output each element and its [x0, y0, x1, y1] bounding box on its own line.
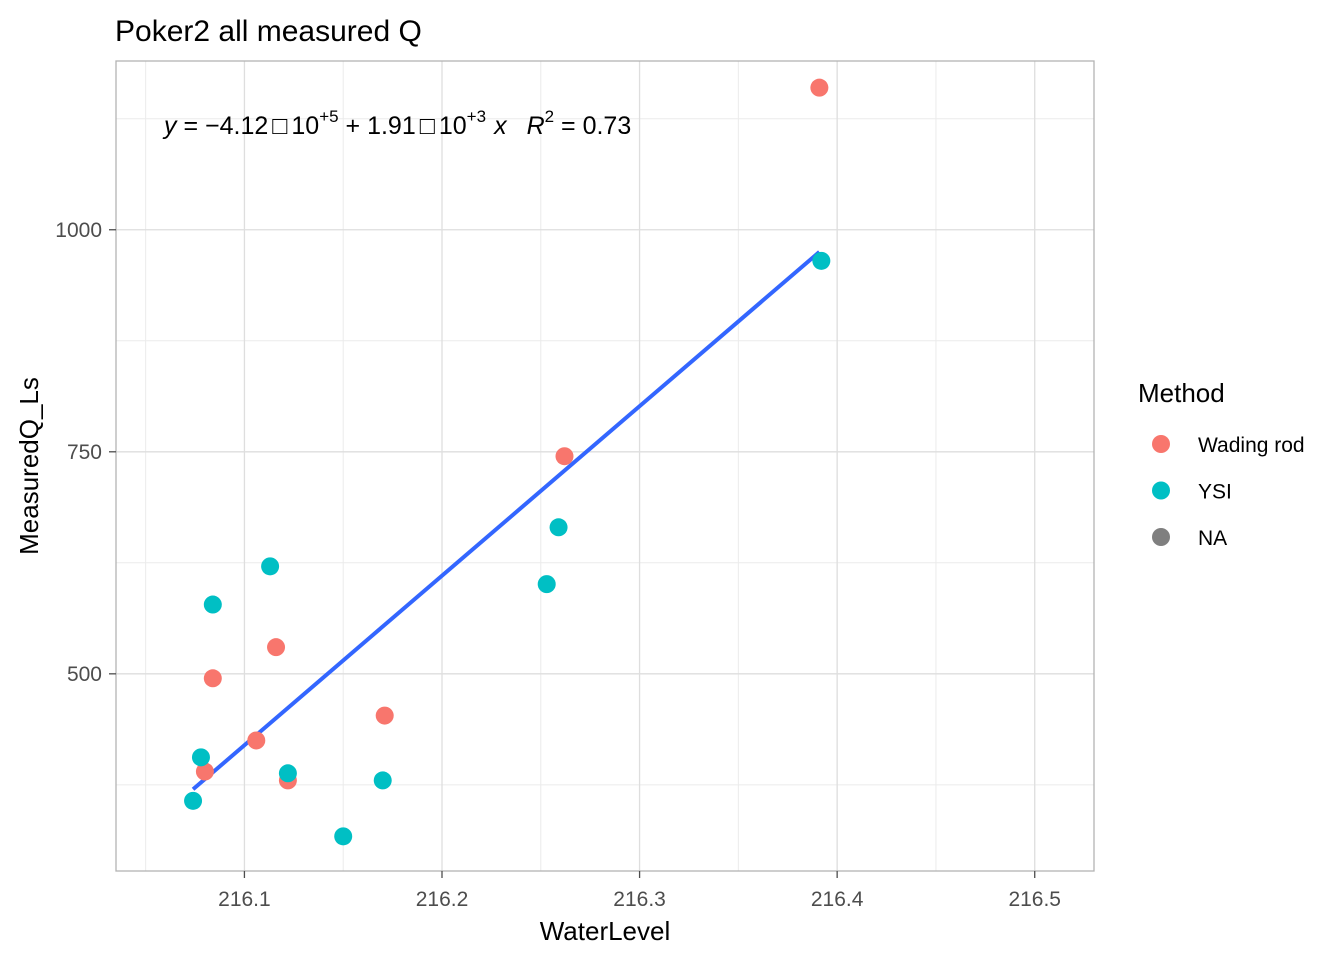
data-point-wading-rod: [810, 78, 829, 97]
data-point-wading-rod: [555, 447, 574, 466]
data-point-ysi: [812, 251, 831, 270]
eq-intercept-exp: +5: [319, 107, 338, 126]
data-point-wading-rod: [267, 638, 286, 657]
axis-ticks: 216.1 216.2 216.3 216.4 216.5 500 750 1000: [55, 219, 1061, 911]
data-point-wading-rod: [203, 669, 222, 688]
chart-title: Poker2 all measured Q: [115, 15, 422, 48]
data-point-ysi: [261, 557, 280, 576]
fit-line-layer: [191, 250, 821, 791]
eq-r-var: R: [527, 112, 545, 140]
data-point-ysi: [184, 791, 203, 810]
legend-label: NA: [1198, 527, 1227, 550]
y-tick-label: 500: [67, 663, 102, 686]
eq-x-var: x: [493, 112, 508, 140]
eq-base-1: 10: [291, 112, 319, 140]
eq-plus: +: [339, 112, 368, 140]
points-layer: [184, 78, 831, 846]
eq-slope-exp: +3: [467, 107, 486, 126]
data-point-ysi: [191, 748, 210, 767]
data-point-ysi: [537, 575, 556, 594]
eq-r-value: = 0.73: [554, 112, 631, 140]
data-point-ysi: [278, 764, 297, 783]
eq-equals: =: [177, 112, 206, 140]
x-axis-title: WaterLevel: [540, 916, 671, 946]
y-tick-label: 750: [67, 441, 102, 464]
regression-line: [191, 250, 821, 791]
legend-key: [1152, 435, 1170, 453]
legend: Method Wading rod YSI NA: [1138, 378, 1305, 550]
y-axis-title: MeasuredQ_Ls: [14, 377, 44, 555]
data-point-wading-rod: [195, 762, 214, 781]
eq-r-exp: 2: [545, 107, 554, 126]
regression-equation: y = −4.12 □ 10+5 + 1.91 □ 10+3 x R2 = 0.73: [162, 107, 631, 140]
eq-times-1: □: [272, 112, 288, 140]
legend-label: Wading rod: [1198, 434, 1305, 457]
legend-title: Method: [1138, 378, 1225, 408]
data-point-wading-rod: [247, 731, 266, 750]
eq-slope: 1.91: [367, 112, 416, 140]
plot-border: [115, 60, 1095, 872]
data-point-ysi: [203, 595, 222, 614]
data-point-ysi: [373, 771, 392, 790]
x-tick-label: 216.1: [218, 888, 271, 911]
legend-label: YSI: [1198, 481, 1232, 504]
legend-items: Wading rod YSI NA: [1152, 434, 1305, 550]
eq-y-var: y: [162, 112, 178, 140]
x-tick-label: 216.3: [613, 888, 666, 911]
data-point-ysi: [334, 827, 353, 846]
legend-key: [1152, 481, 1170, 500]
data-point-wading-rod: [375, 706, 394, 725]
x-tick-label: 216.4: [811, 888, 864, 911]
eq-base-2: 10: [439, 112, 467, 140]
data-point-ysi: [549, 518, 568, 537]
plot-panel: [116, 61, 1094, 871]
x-tick-label: 216.5: [1008, 888, 1061, 911]
y-tick-label: 1000: [55, 219, 102, 242]
eq-times-2: □: [420, 112, 436, 140]
x-tick-label: 216.2: [416, 888, 469, 911]
eq-intercept: −4.12: [205, 112, 268, 140]
grid-lines: [116, 61, 1094, 871]
legend-key: [1152, 528, 1170, 546]
